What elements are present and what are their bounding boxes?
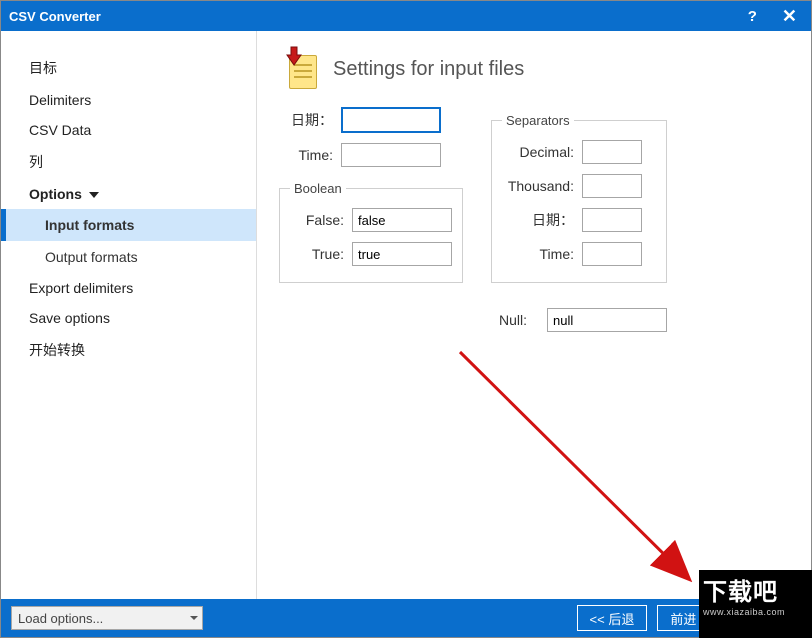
false-input[interactable] xyxy=(352,208,452,232)
sidebar: 目标 Delimiters CSV Data 列 Options Input f… xyxy=(1,31,257,599)
separators-group: Separators Decimal: Thousand: 日期： xyxy=(491,113,667,283)
input-settings-icon xyxy=(283,49,319,89)
window-title: CSV Converter xyxy=(9,9,101,24)
date-label: 日期： xyxy=(279,110,341,130)
time-input[interactable] xyxy=(341,143,441,167)
chevron-down-icon xyxy=(89,192,99,198)
titlebar: CSV Converter ? ✕ xyxy=(1,1,811,31)
decimal-label: Decimal: xyxy=(502,144,582,160)
watermark-badge: 下载吧 www.xiazaiba.com xyxy=(699,570,812,638)
sidebar-item-options[interactable]: Options xyxy=(1,179,256,209)
separators-legend: Separators xyxy=(502,113,574,128)
sep-date-label: 日期： xyxy=(502,210,582,230)
true-label: True: xyxy=(290,246,352,262)
decimal-input[interactable] xyxy=(582,140,642,164)
false-label: False: xyxy=(290,212,352,228)
sep-time-label: Time: xyxy=(502,246,582,262)
sidebar-item-label: Options xyxy=(29,186,82,202)
sidebar-item-start-convert[interactable]: 开始转换 xyxy=(1,333,256,367)
sidebar-sub-output-formats[interactable]: Output formats xyxy=(1,241,256,273)
sidebar-item-columns[interactable]: 列 xyxy=(1,145,256,179)
load-options-dropdown[interactable]: Load options... xyxy=(11,606,203,630)
thousand-input[interactable] xyxy=(582,174,642,198)
close-icon[interactable]: ✕ xyxy=(782,6,797,27)
null-input[interactable] xyxy=(547,308,667,332)
load-options-label: Load options... xyxy=(18,611,103,626)
sep-date-input[interactable] xyxy=(582,208,642,232)
null-label: Null: xyxy=(499,312,547,328)
chevron-down-icon xyxy=(190,616,198,620)
footer: Load options... << 后退 前进 >> STAI xyxy=(1,599,811,637)
sidebar-item-export-delimiters[interactable]: Export delimiters xyxy=(1,273,256,303)
date-input[interactable] xyxy=(341,107,441,133)
sidebar-item-target[interactable]: 目标 xyxy=(1,51,256,85)
sidebar-item-save-options[interactable]: Save options xyxy=(1,303,256,333)
sep-time-input[interactable] xyxy=(582,242,642,266)
boolean-legend: Boolean xyxy=(290,181,346,196)
sidebar-item-csvdata[interactable]: CSV Data xyxy=(1,115,256,145)
main-panel: Settings for input files 日期： Time: Boole… xyxy=(257,31,811,599)
page-title: Settings for input files xyxy=(333,58,524,81)
true-input[interactable] xyxy=(352,242,452,266)
thousand-label: Thousand: xyxy=(502,178,582,194)
sidebar-sub-input-formats[interactable]: Input formats xyxy=(1,209,256,241)
back-button[interactable]: << 后退 xyxy=(577,605,648,631)
watermark-text: 下载吧 xyxy=(699,570,812,607)
sidebar-item-delimiters[interactable]: Delimiters xyxy=(1,85,256,115)
help-icon[interactable]: ? xyxy=(748,8,757,25)
boolean-group: Boolean False: True: xyxy=(279,181,463,283)
time-label: Time: xyxy=(279,147,341,163)
watermark-url: www.xiazaiba.com xyxy=(699,607,812,617)
